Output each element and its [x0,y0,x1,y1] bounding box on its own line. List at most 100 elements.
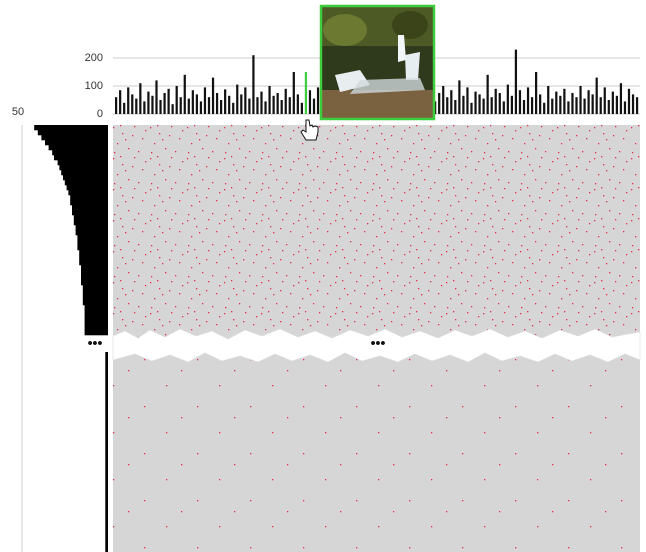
bar [85,320,108,325]
y-tick-label: 200 [85,52,103,64]
bar [555,92,557,114]
bar [301,103,303,114]
bar [236,85,238,114]
bar [232,103,234,114]
bar [208,97,210,114]
bar [184,75,186,114]
bar [592,94,594,114]
bar [212,78,214,114]
bar [81,275,108,280]
chart: ••• ••• 010020050 [0,0,646,552]
bar [163,93,165,114]
bar [105,432,108,452]
bar [85,305,108,310]
bar [273,96,275,114]
y-tick-label: 100 [85,80,103,92]
bar [571,93,573,114]
bar [159,100,161,114]
bar [228,96,230,114]
bar [620,83,622,114]
bar [79,250,108,255]
bar [438,93,440,114]
bar [61,170,108,175]
bar [450,90,452,114]
bar [135,99,137,114]
bar [220,100,222,114]
bar [85,330,108,335]
bar [131,94,133,114]
bar [41,135,108,140]
bar [49,145,108,150]
bar [244,87,246,114]
bar [462,96,464,114]
bar [83,285,108,290]
bar [466,87,468,114]
bar [216,93,218,114]
bar [543,103,545,114]
bar [523,100,525,114]
bar [297,94,299,114]
bar [119,90,121,114]
bar [105,352,108,372]
bar [196,94,198,114]
bar [248,99,250,114]
break-mark: ••• [371,335,386,351]
bar [487,75,489,114]
bar [579,86,581,114]
bar [58,160,108,165]
bar [289,97,291,114]
bar [83,295,108,300]
bar [224,89,226,114]
bar [616,96,618,114]
bar [483,99,485,114]
bar [127,87,129,114]
bar [503,101,505,114]
bar [67,185,108,190]
bar [172,104,174,114]
bar [105,392,108,412]
bar [474,92,476,114]
bar [188,99,190,114]
bar [45,140,108,145]
bar [632,94,634,114]
bar [81,280,108,285]
bar [281,100,283,114]
bar [72,205,108,210]
bar [105,532,108,552]
bar [85,315,108,320]
bar [277,93,279,114]
bar [77,235,108,240]
bar [535,72,537,114]
bar [105,512,108,532]
bar [79,260,108,265]
x-tick-label: 50 [12,106,24,118]
bar [204,87,206,114]
bar [192,90,194,114]
thumbnail[interactable] [321,6,434,119]
bar [105,472,108,492]
bar [563,89,565,114]
bar [252,55,254,114]
bar [176,86,178,114]
bar [65,180,108,185]
bar [575,97,577,114]
bar [70,200,108,205]
bar [76,225,108,230]
bar [446,97,448,114]
bar [317,87,319,114]
bar [123,103,125,114]
bar [309,90,311,114]
bar [608,100,610,114]
bar [628,89,630,114]
bar [478,94,480,114]
bar [600,97,602,114]
bar [515,50,517,114]
bar [151,96,153,114]
bar [499,93,501,114]
bar [155,80,157,114]
bar [519,90,521,114]
bar [313,99,315,114]
hand-cursor [301,120,318,140]
bar [588,90,590,114]
bar [559,96,561,114]
